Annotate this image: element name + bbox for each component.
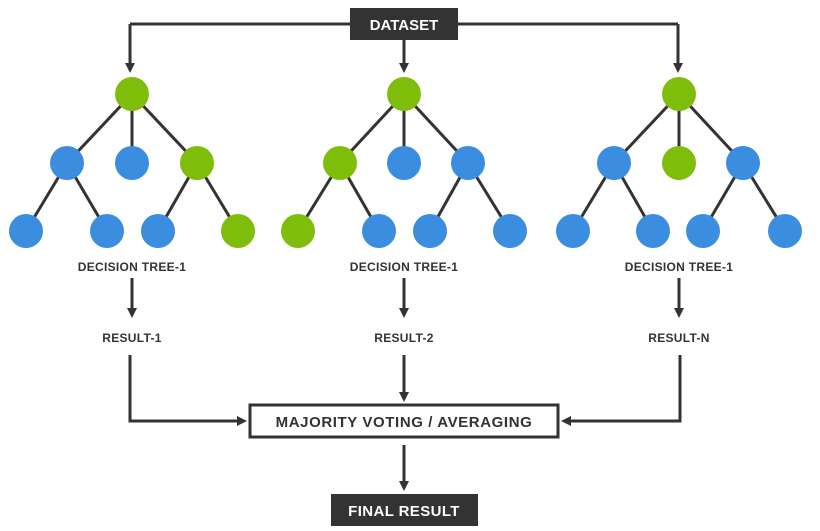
decision-tree-2: DECISION TREE-1 RESULT-2 bbox=[281, 77, 527, 345]
tree-node-green bbox=[662, 77, 696, 111]
dataset-box: DATASET bbox=[350, 8, 458, 40]
tree-node-green bbox=[281, 214, 315, 248]
tree-node-blue bbox=[768, 214, 802, 248]
tree-node-blue bbox=[413, 214, 447, 248]
result-label: RESULT-1 bbox=[102, 331, 162, 345]
tree-node-blue bbox=[90, 214, 124, 248]
tree-node-blue bbox=[636, 214, 670, 248]
tree-label: DECISION TREE-1 bbox=[78, 260, 187, 274]
tree-node-blue bbox=[9, 214, 43, 248]
tree-label: DECISION TREE-1 bbox=[350, 260, 459, 274]
final-result-box: FINAL RESULT bbox=[331, 494, 478, 526]
final-result-label: FINAL RESULT bbox=[348, 503, 460, 520]
tree-node-green bbox=[221, 214, 255, 248]
tree-node-green bbox=[323, 146, 357, 180]
connector-lines bbox=[125, 22, 683, 491]
tree-node-green bbox=[115, 77, 149, 111]
decision-tree-3: DECISION TREE-1 RESULT-N bbox=[556, 77, 802, 345]
tree-node-blue bbox=[387, 146, 421, 180]
tree-node-blue bbox=[362, 214, 396, 248]
tree-node-blue bbox=[726, 146, 760, 180]
tree-node-blue bbox=[493, 214, 527, 248]
tree-node-blue bbox=[686, 214, 720, 248]
dataset-label: DATASET bbox=[370, 17, 439, 34]
tree-node-blue bbox=[556, 214, 590, 248]
decision-tree-1: DECISION TREE-1 RESULT-1 bbox=[9, 77, 255, 345]
tree-node-green bbox=[662, 146, 696, 180]
tree-node-blue bbox=[451, 146, 485, 180]
tree-node-green bbox=[387, 77, 421, 111]
aggregator-box: MAJORITY VOTING / AVERAGING bbox=[248, 403, 560, 439]
tree-node-blue bbox=[141, 214, 175, 248]
tree-node-blue bbox=[115, 146, 149, 180]
tree-node-blue bbox=[50, 146, 84, 180]
aggregator-label: MAJORITY VOTING / AVERAGING bbox=[276, 414, 533, 431]
result-label: RESULT-2 bbox=[374, 331, 434, 345]
tree-label: DECISION TREE-1 bbox=[625, 260, 734, 274]
result-n-to-aggregator-arrow bbox=[561, 355, 682, 426]
tree-node-blue bbox=[597, 146, 631, 180]
result-label: RESULT-N bbox=[648, 331, 710, 345]
trees-group: DECISION TREE-1 RESULT-1 DECISION TREE-1 RE… bbox=[9, 77, 802, 345]
tree-node-green bbox=[180, 146, 214, 180]
result-1-to-aggregator-arrow bbox=[128, 355, 247, 426]
